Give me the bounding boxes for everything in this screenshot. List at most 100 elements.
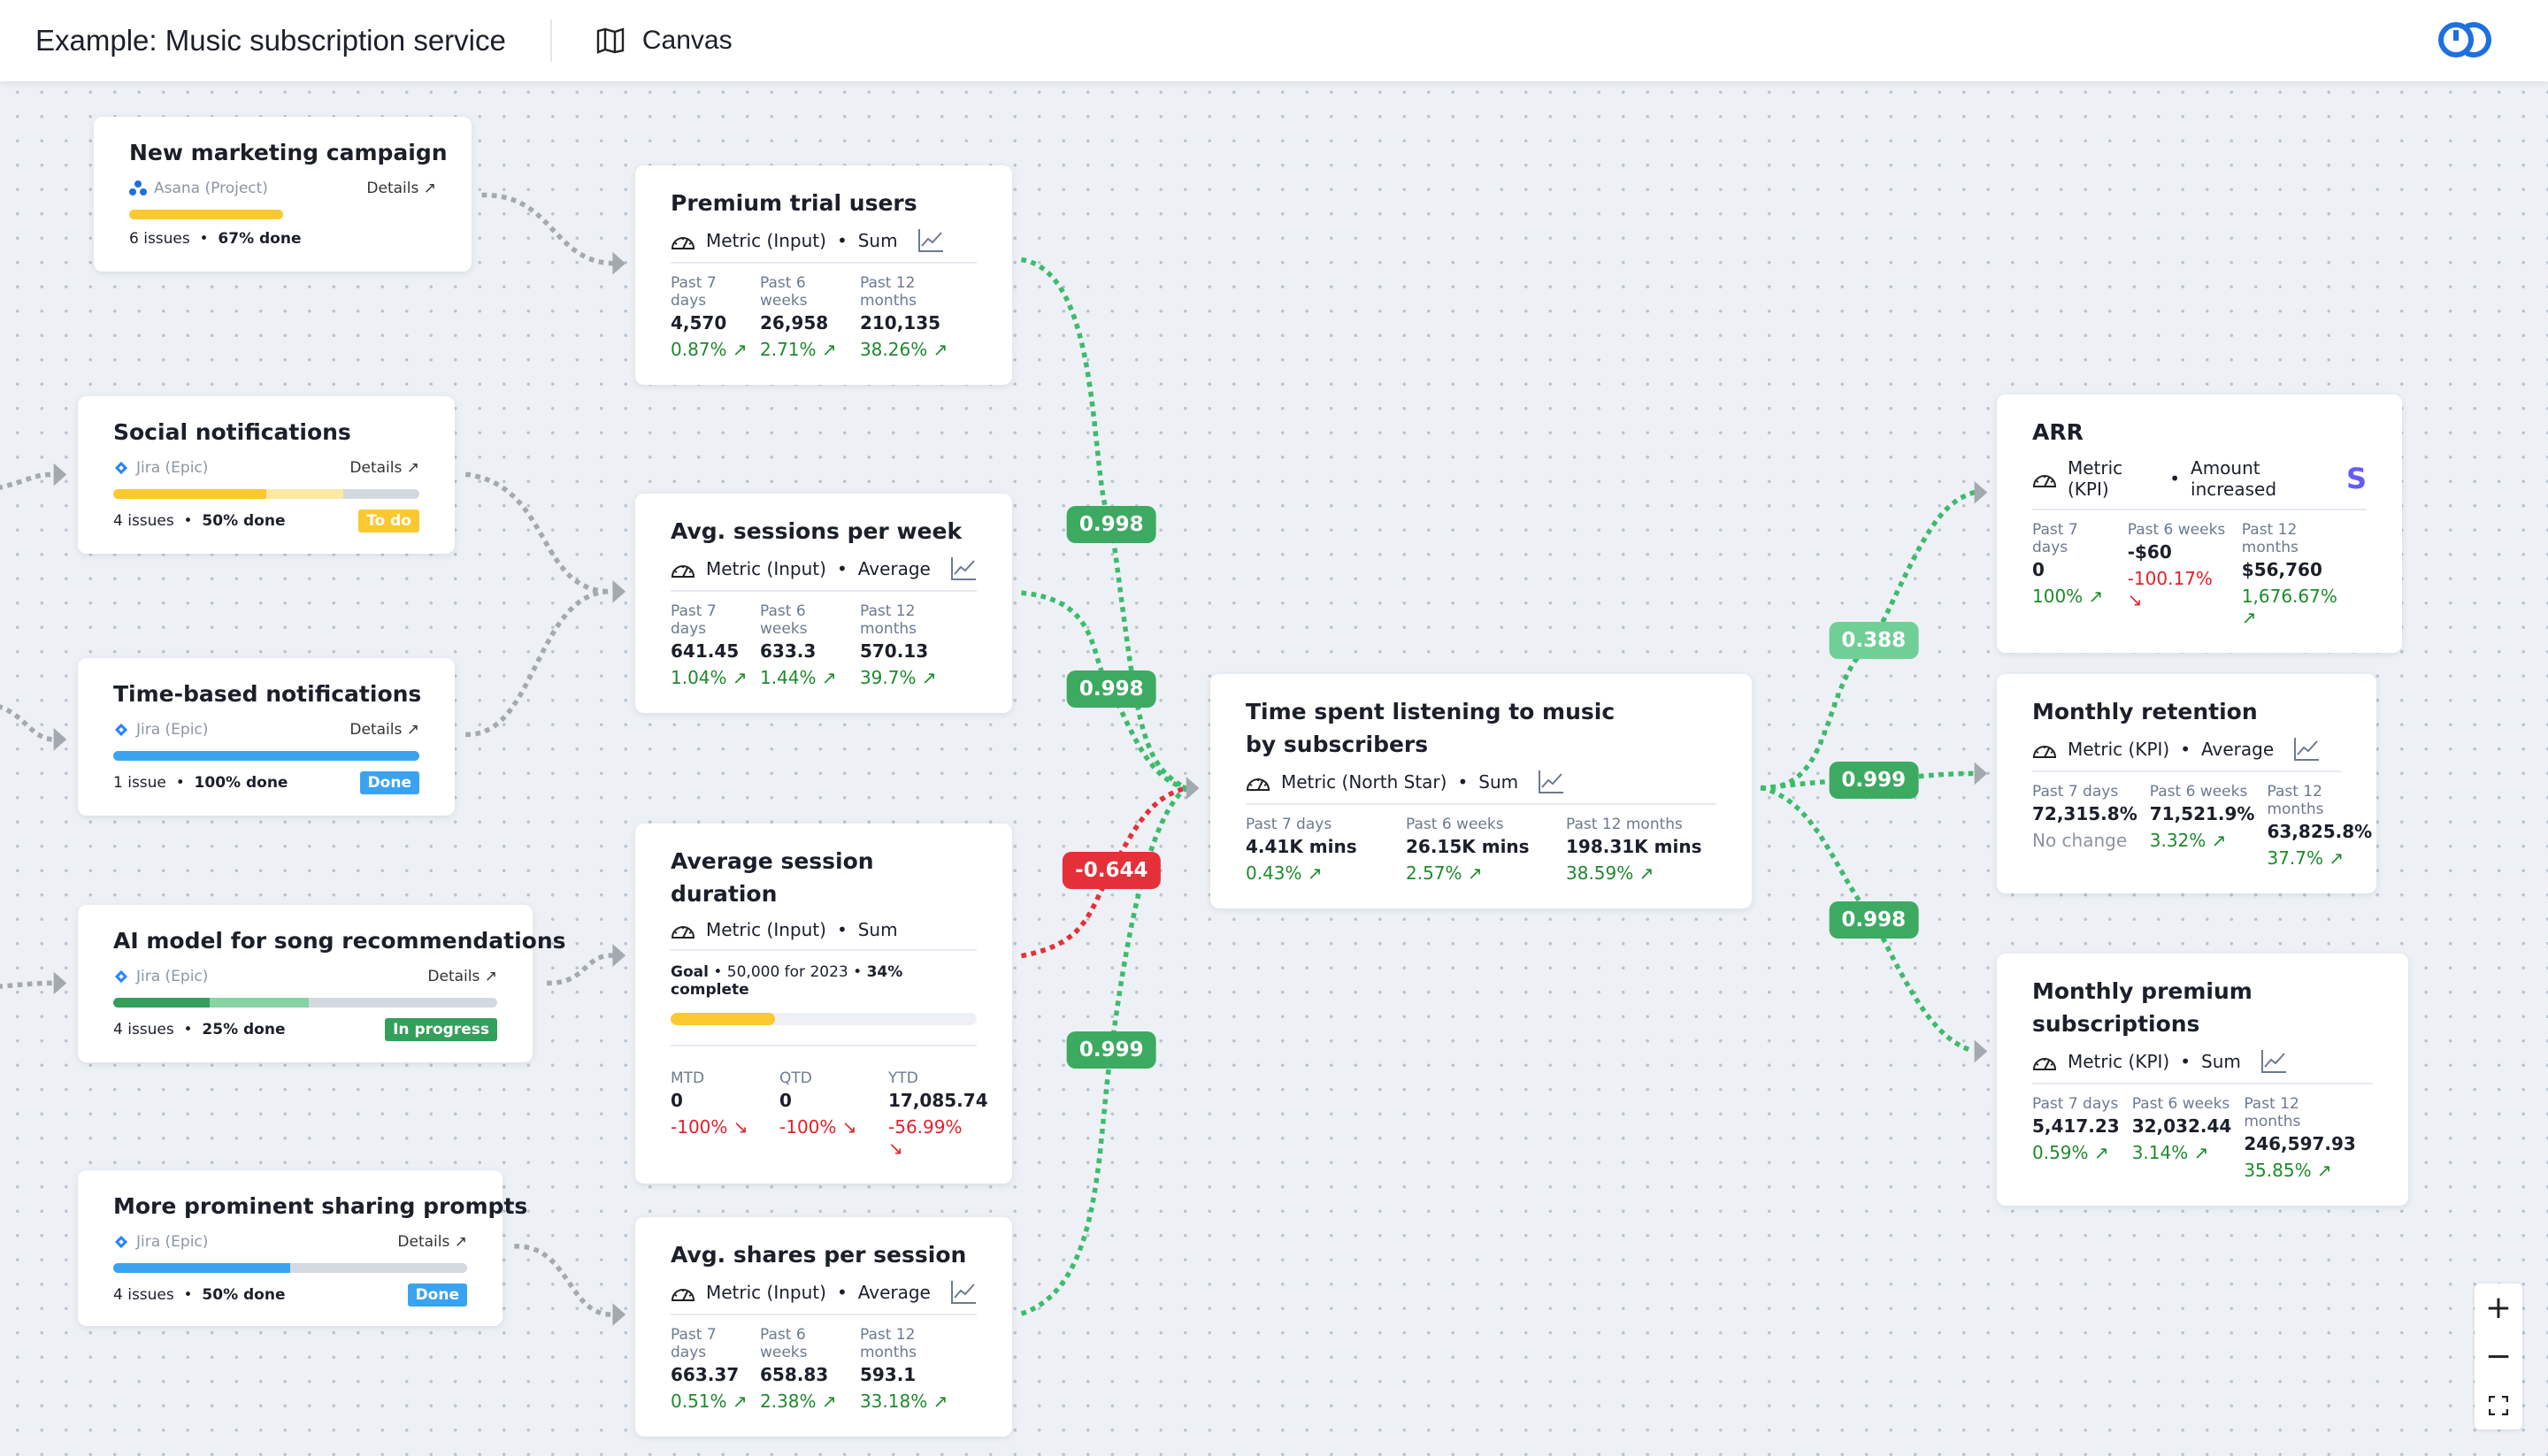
project-source: Jira (Epic) <box>113 459 208 477</box>
gauge-icon <box>671 920 695 939</box>
period-label: Past 7 days <box>1246 816 1332 833</box>
period-label: Past 12 months <box>1566 816 1683 833</box>
period-value: 71,521.9% <box>2149 803 2255 824</box>
goal-complete: 34% complete <box>671 963 903 999</box>
correlation-badge[interactable]: 0.999 <box>1829 761 1919 799</box>
period-label: QTD <box>779 1069 812 1087</box>
metric-column: QTD 0 -100% ↘ <box>779 1069 868 1159</box>
metric-title: ARR <box>2032 419 2084 445</box>
metric-columns: Past 7 days 4.41K mins 0.43% ↗ Past 6 weeks… <box>1246 816 1716 884</box>
project-card[interactable]: More prominent sharing prompts Jira (Epic… <box>78 1170 527 1326</box>
zoom-in-button[interactable]: + <box>2484 1290 2513 1326</box>
metric-column: Past 6 weeks 32,032.44 3.14% ↗ <box>2132 1095 2232 1181</box>
done-percent: 67% done <box>218 230 302 248</box>
details-link[interactable]: Details ↗ <box>349 459 419 477</box>
metric-aggregation: Sum <box>857 230 898 251</box>
details-link[interactable]: Details ↗ <box>427 968 497 985</box>
period-value: 26.15K mins <box>1406 836 1530 857</box>
metric-card[interactable]: Average session duration Metric (Input) • S… <box>635 824 1012 1184</box>
edge <box>464 471 614 594</box>
canvas-view-button[interactable]: Canvas <box>596 26 733 56</box>
metric-columns: Past 7 days 5,417.23 0.59% ↗ Past 6 weeks 32… <box>2032 1095 2373 1181</box>
correlation-badge[interactable]: 0.999 <box>1066 1031 1156 1069</box>
metric-title: Time spent listening to music by subscri… <box>1246 699 1616 757</box>
fit-screen-button[interactable] <box>2475 1381 2522 1429</box>
correlation-badge[interactable]: 0.998 <box>1066 506 1156 544</box>
correlation-badge[interactable]: -0.644 <box>1063 852 1161 890</box>
metric-card[interactable]: ARR Metric (KPI) • Amount increased S Past 7 … <box>1997 395 2402 653</box>
period-label: Past 12 months <box>859 274 917 310</box>
period-value: 0 <box>2032 559 2045 580</box>
project-source-label: Jira (Epic) <box>136 459 209 477</box>
line-chart-icon <box>917 228 944 253</box>
metric-card[interactable]: Avg. sessions per week Metric (Input) • Ave… <box>635 494 1012 713</box>
metric-card[interactable]: Avg. shares per session Metric (Input) • Av… <box>635 1217 1012 1437</box>
correlation-badge[interactable]: 0.998 <box>1066 670 1156 708</box>
gauge-icon <box>2032 1052 2057 1071</box>
project-card[interactable]: Social notifications Jira (Epic) Details ↗… <box>78 396 455 554</box>
metric-column: Past 6 weeks 633.3 1.44% ↗ <box>760 602 848 688</box>
metric-card[interactable]: Time spent listening to music by subscri… <box>1210 674 1752 908</box>
period-value: 4,570 <box>671 312 727 333</box>
arrowhead <box>53 971 67 995</box>
metric-card[interactable]: Premium trial users Metric (Input) • Sum Pas… <box>635 165 1012 385</box>
metric-column: Past 12 months 246,597.93 35.85% ↗ <box>2244 1095 2360 1181</box>
metric-meta: Metric (Input) • Sum <box>671 919 977 951</box>
period-change: 38.26% ↗ <box>859 339 948 360</box>
edge <box>1020 257 1190 792</box>
dot-separator: • <box>2180 739 2191 760</box>
project-card[interactable]: New marketing campaign Asana (Project) Det… <box>94 117 472 272</box>
gauge-icon <box>2032 469 2057 488</box>
metric-aggregation: Average <box>857 558 931 579</box>
metric-meta: Metric (KPI) • Amount increased S <box>2032 457 2367 510</box>
app-logo[interactable] <box>2437 19 2495 60</box>
project-source: Jira (Epic) <box>113 1233 208 1251</box>
dot-separator: • <box>173 512 203 530</box>
arrowhead <box>1974 1039 1988 1063</box>
jira-icon <box>113 722 129 738</box>
period-label: Past 6 weeks <box>2127 521 2226 539</box>
period-value: 570.13 <box>859 640 929 662</box>
metric-card[interactable]: Monthly retention Metric (KPI) • Average Pas… <box>1997 674 2376 893</box>
period-change: 33.18% ↗ <box>859 1391 948 1412</box>
line-chart-icon <box>950 1280 977 1305</box>
project-summary: 4 issues • 50% done <box>113 512 286 530</box>
issue-count: 4 issues <box>113 1021 174 1038</box>
edge <box>481 192 614 266</box>
details-link[interactable]: Details ↗ <box>366 180 436 197</box>
period-value: $56,760 <box>2241 559 2322 580</box>
dot-separator: • <box>2169 468 2181 489</box>
period-value: 658.83 <box>759 1364 829 1385</box>
details-link[interactable]: Details ↗ <box>397 1233 467 1251</box>
metric-columns: Past 7 days 641.45 1.04% ↗ Past 6 weeks 633.… <box>671 602 977 688</box>
project-source-row: Jira (Epic) Details ↗ <box>113 459 419 477</box>
project-card[interactable]: Time-based notifications Jira (Epic) Detai… <box>78 658 455 816</box>
correlation-badge[interactable]: 0.998 <box>1829 900 1919 939</box>
goal-progress-bar <box>671 1013 977 1025</box>
gauge-icon <box>2032 739 2057 759</box>
period-change: 0.87% ↗ <box>671 339 748 360</box>
dot-separator: • <box>848 963 867 981</box>
arrowhead <box>612 579 626 603</box>
project-footer: 1 issue • 100% done Done <box>113 771 419 794</box>
line-chart-icon <box>950 556 977 581</box>
gauge-icon <box>671 231 695 250</box>
metric-title: Monthly retention <box>2032 699 2258 724</box>
period-label: Past 7 days <box>2032 521 2078 556</box>
period-change: 2.38% ↗ <box>759 1391 837 1412</box>
period-value: 5,417.23 <box>2032 1115 2120 1137</box>
metric-card[interactable]: Monthly premium subscriptions Metric (KPI… <box>1997 954 2408 1206</box>
details-link[interactable]: Details ↗ <box>349 721 419 739</box>
metric-column: Past 6 weeks 71,521.9% 3.32% ↗ <box>2150 783 2255 869</box>
progress-segment <box>113 1263 290 1273</box>
correlation-badge[interactable]: 0.388 <box>1829 621 1919 659</box>
metric-meta: Metric (KPI) • Average <box>2032 737 2341 772</box>
map-icon <box>596 27 625 54</box>
period-change: -100.17% ↘ <box>2127 568 2213 610</box>
metric-column: Past 6 weeks -$60 -100.17% ↘ <box>2128 521 2230 628</box>
edge <box>547 953 614 986</box>
project-card[interactable]: AI model for song recommendations Jira (E… <box>78 905 566 1062</box>
zoom-out-button[interactable]: − <box>2484 1338 2513 1375</box>
period-value: 641.45 <box>671 640 740 662</box>
period-label: Past 6 weeks <box>2131 1095 2230 1113</box>
